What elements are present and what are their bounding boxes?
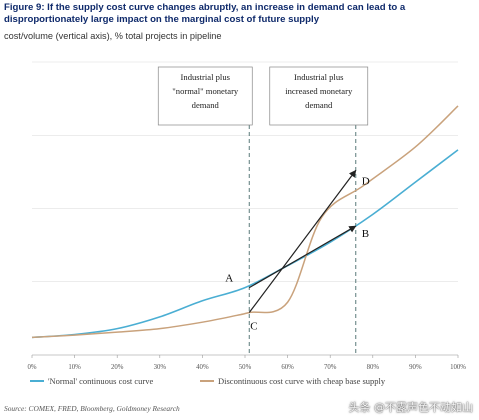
- legend: 'Normal' continuous cost curve Discontinu…: [30, 376, 386, 386]
- x-tick-label: 80%: [367, 364, 380, 371]
- x-tick-label: 90%: [409, 364, 422, 371]
- normal-cost-curve: [31, 149, 459, 339]
- source-note: Source: COMEX, FRED, Bloomberg, Goldmone…: [4, 404, 180, 413]
- x-tick-label: 50%: [239, 364, 252, 371]
- chart-subtitle: cost/volume (vertical axis), % total pro…: [4, 31, 222, 41]
- annotation-text: increased monetary: [285, 86, 353, 96]
- annotation-text: demand: [305, 100, 333, 110]
- series-lines: [31, 105, 459, 339]
- x-tick-label: 30%: [154, 364, 167, 371]
- x-tick-label: 0%: [27, 364, 36, 371]
- point-label-a: A: [225, 273, 233, 285]
- arrows: [248, 169, 357, 313]
- x-tick-label: 40%: [196, 364, 209, 371]
- annotation-text: Industrial plus: [294, 72, 344, 82]
- x-tick-label: 70%: [324, 364, 337, 371]
- point-label-d: D: [362, 175, 370, 187]
- annotation-text: demand: [192, 100, 220, 110]
- watermark: 头条 @不露声色不动如山: [348, 401, 474, 414]
- arrow-a-to-b: [248, 225, 357, 289]
- x-axis-ticks: 0% 10% 20% 30% 40% 50% 60% 70% 80% 90% 100%: [27, 355, 466, 371]
- point-labels: A B C D: [225, 175, 370, 332]
- x-tick-label: 100%: [450, 364, 466, 371]
- point-label-b: B: [362, 228, 369, 240]
- chart-title: Figure 9: If the supply cost curve chang…: [4, 2, 406, 26]
- annotation-box: [269, 66, 369, 126]
- annotation-text: Industrial plus: [181, 72, 231, 82]
- legend-label: Discontinuous cost curve with cheap base…: [218, 376, 386, 386]
- vertical-markers: Industrial plus "normal" monetary demand In…: [157, 66, 369, 355]
- annotation-text: "normal" monetary: [172, 86, 239, 96]
- x-tick-label: 10%: [68, 364, 81, 371]
- point-label-c: C: [250, 321, 257, 333]
- arrow-c-to-d: [248, 169, 357, 313]
- x-tick-label: 60%: [281, 364, 294, 371]
- legend-label: 'Normal' continuous cost curve: [48, 376, 154, 386]
- discontinuous-cost-curve: [31, 105, 459, 339]
- annotation-box: [157, 66, 253, 126]
- x-tick-label: 20%: [111, 364, 124, 371]
